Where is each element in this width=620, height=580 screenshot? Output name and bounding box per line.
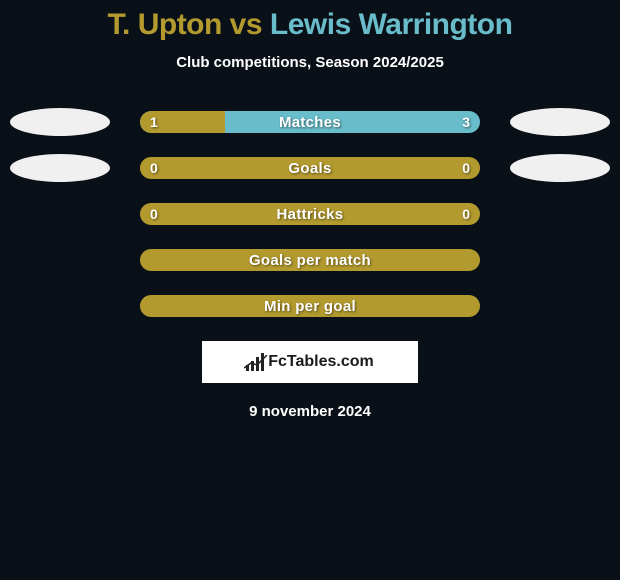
- stat-label: Goals: [140, 157, 480, 179]
- stats-area: 13Matches 00Goals 00Hattricks Goals per mat…: [0, 111, 620, 317]
- stat-bar-track: Min per goal: [140, 295, 480, 317]
- player1-name: T. Upton: [108, 8, 222, 41]
- stat-row: Goals per match: [0, 249, 620, 271]
- stat-bar-track: 13Matches: [140, 111, 480, 133]
- player2-badge-placeholder: [510, 108, 610, 136]
- stat-label: Min per goal: [140, 295, 480, 317]
- date-text: 9 november 2024: [0, 403, 620, 420]
- player1-badge-placeholder: [10, 154, 110, 182]
- stat-bar-track: 00Hattricks: [140, 203, 480, 225]
- bar-chart-icon: [246, 353, 264, 371]
- player2-badge-placeholder: [510, 154, 610, 182]
- branding-text: FcTables.com: [268, 353, 374, 371]
- stat-label: Goals per match: [140, 249, 480, 271]
- vs-separator: vs: [222, 8, 270, 41]
- stat-row: 00Hattricks: [0, 203, 620, 225]
- branding-badge: FcTables.com: [202, 341, 418, 383]
- stat-bar-track: Goals per match: [140, 249, 480, 271]
- player1-badge-placeholder: [10, 108, 110, 136]
- player2-name: Lewis Warrington: [270, 8, 513, 41]
- subtitle: Club competitions, Season 2024/2025: [0, 54, 620, 71]
- stat-row: 00Goals: [0, 157, 620, 179]
- stat-label: Hattricks: [140, 203, 480, 225]
- stat-row: 13Matches: [0, 111, 620, 133]
- stat-label: Matches: [140, 111, 480, 133]
- stat-bar-track: 00Goals: [140, 157, 480, 179]
- page-title: T. Upton vs Lewis Warrington: [0, 0, 620, 42]
- stat-row: Min per goal: [0, 295, 620, 317]
